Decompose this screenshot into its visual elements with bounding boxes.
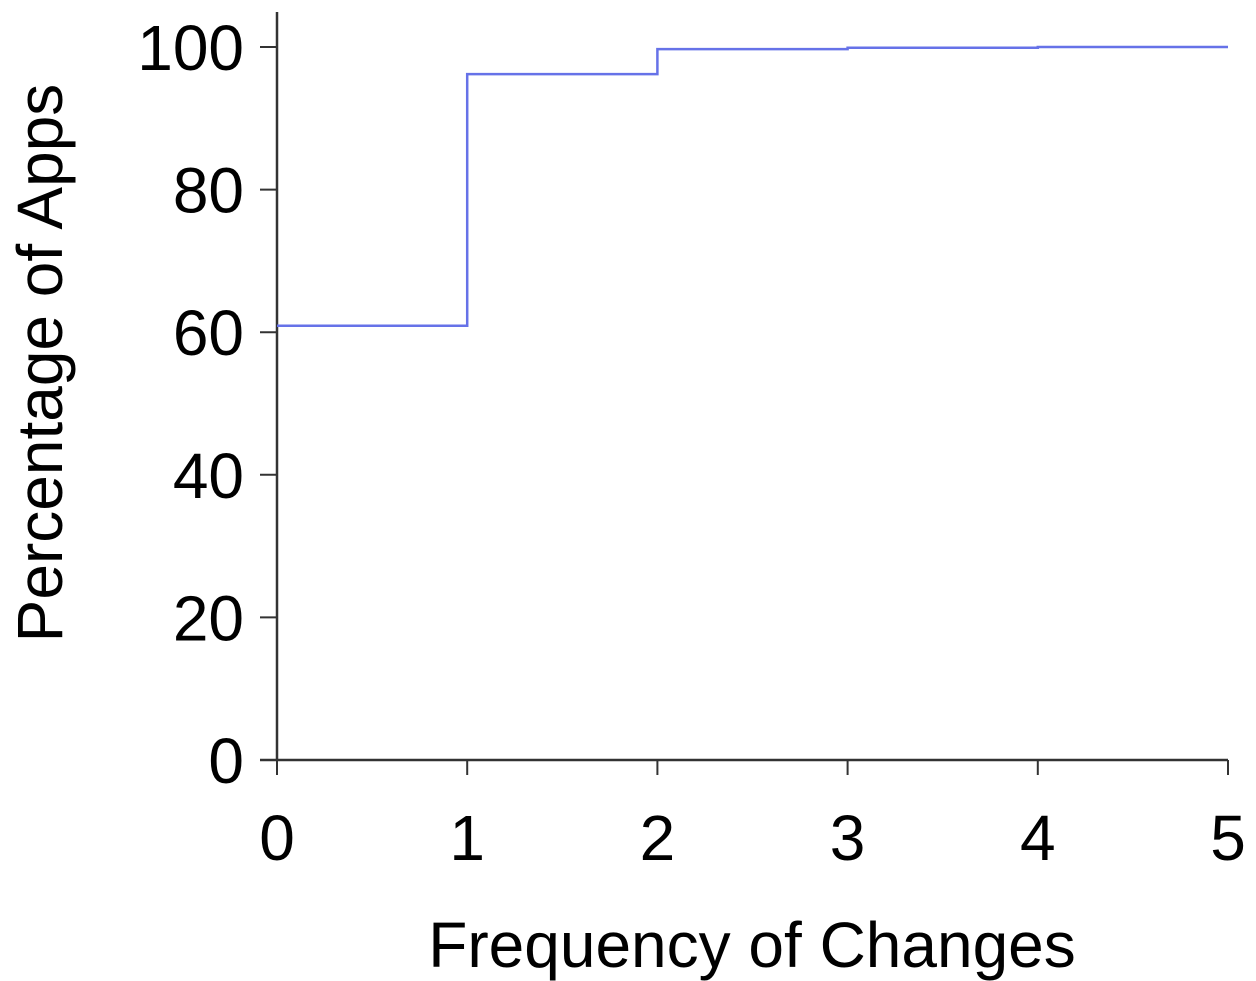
y-axis-title: Percentage of Apps	[4, 84, 76, 643]
x-tick-label: 4	[1020, 802, 1056, 874]
y-tick-label: 60	[173, 297, 244, 369]
series-layer	[277, 45, 1228, 328]
y-tick-label: 0	[208, 725, 244, 797]
x-tick-label: 3	[830, 802, 866, 874]
x-tick-label: 1	[449, 802, 485, 874]
y-tick-label: 20	[173, 582, 244, 654]
ticks-layer: 0 20 40 60 80 100 0 1 2 3 4 5	[137, 12, 1246, 874]
y-tick-label: 80	[173, 155, 244, 227]
x-tick-label: 0	[259, 802, 295, 874]
y-tick-label: 40	[173, 440, 244, 512]
x-axis-title: Frequency of Changes	[428, 909, 1076, 981]
x-tick-label: 5	[1210, 802, 1246, 874]
y-tick-label: 100	[137, 12, 244, 84]
x-tick-label: 2	[640, 802, 676, 874]
axes-layer	[260, 12, 1228, 762]
series-step-line	[277, 45, 1228, 328]
